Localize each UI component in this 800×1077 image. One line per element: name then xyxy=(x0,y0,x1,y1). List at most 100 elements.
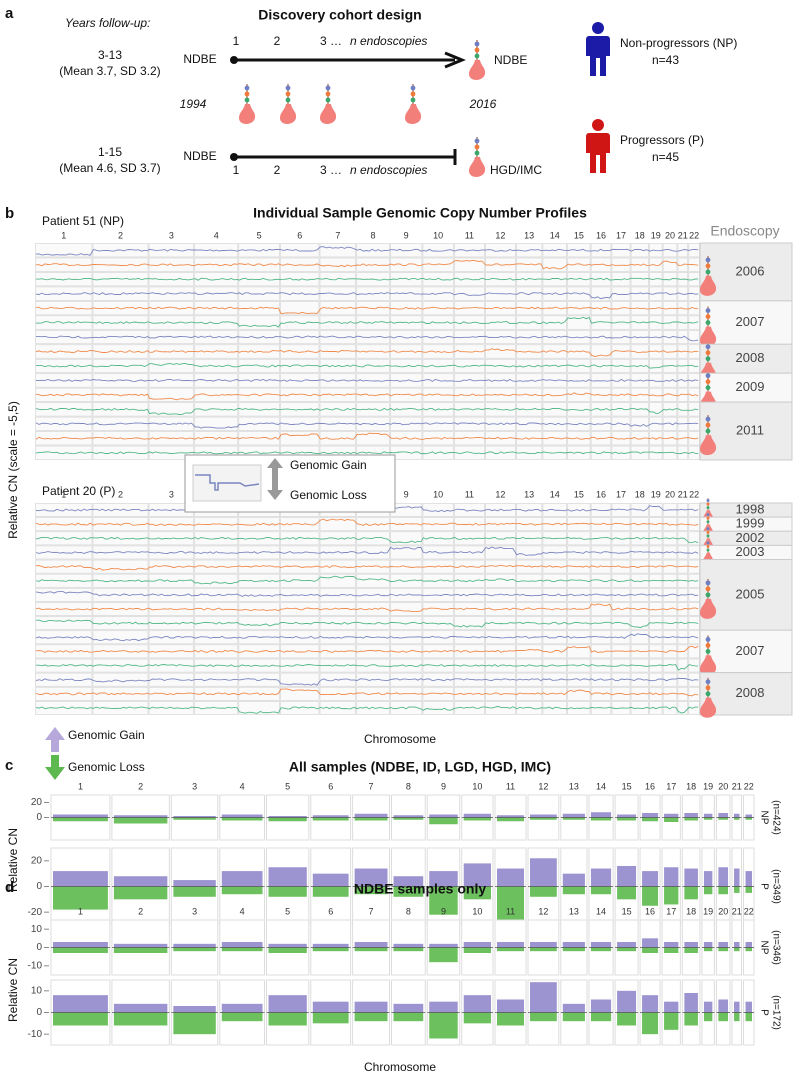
chromosome-cell xyxy=(590,402,612,417)
gain-bar xyxy=(590,868,612,887)
chromosome-cell xyxy=(35,243,93,258)
chromosome-label: 16 xyxy=(645,781,655,791)
gain-bar xyxy=(268,943,307,948)
loss-bar xyxy=(530,947,557,952)
step-label: 1 xyxy=(233,163,240,177)
gain-bar xyxy=(312,873,349,887)
gain-bar xyxy=(642,938,659,948)
chromosome-label: 11 xyxy=(465,489,474,499)
chromosome-cell xyxy=(485,358,516,374)
loss-bar xyxy=(53,1012,108,1026)
cn-trace xyxy=(35,392,699,401)
panel-label: a xyxy=(5,5,14,22)
loss-bar xyxy=(684,1012,698,1026)
y-tick-label: 0 xyxy=(36,812,42,823)
gain-bar xyxy=(53,814,108,818)
cn-trace xyxy=(35,422,699,429)
endoscopy-year: 2008 xyxy=(736,685,765,700)
chromosome-cell xyxy=(516,559,543,574)
chromosome-cell xyxy=(677,387,689,402)
loss-bar xyxy=(496,817,525,822)
chromosome-label: 22 xyxy=(744,906,754,916)
chromosome-cell xyxy=(238,701,280,715)
loss-bar xyxy=(113,886,168,900)
chromosome-cell xyxy=(649,402,663,417)
chromosome-cell xyxy=(516,644,543,659)
gain-bar xyxy=(463,995,491,1013)
loss-bar xyxy=(642,947,659,953)
stomach-icon xyxy=(468,39,487,81)
cn-trace xyxy=(35,603,699,613)
person-icon xyxy=(586,22,610,76)
cn-trace xyxy=(35,536,699,544)
loss-bar xyxy=(113,947,168,953)
step-label: 1 xyxy=(233,34,240,48)
chromosome-cell xyxy=(567,644,591,659)
chromosome-cell xyxy=(35,686,93,701)
chromosome-cell xyxy=(92,658,149,673)
chromosome-label: 15 xyxy=(622,906,632,916)
chromosome-cell xyxy=(567,686,591,701)
chromosome-label: 13 xyxy=(569,781,579,791)
endoscopy-year: 1998 xyxy=(736,502,765,517)
gain-bar xyxy=(734,868,740,887)
chromosome-cell xyxy=(485,445,516,460)
step-label-italic: n endoscopies xyxy=(350,34,427,48)
chromosome-cell xyxy=(35,373,93,388)
endoscopy-box xyxy=(699,343,793,374)
chromosome-cell xyxy=(390,416,423,431)
chromosome-label: 22 xyxy=(689,489,699,499)
gain-bar xyxy=(718,813,729,818)
endoscopy-year: 2003 xyxy=(736,544,765,559)
chromosome-label: 1 xyxy=(78,906,83,916)
chromosome-label: 10 xyxy=(433,230,443,240)
loss-bar xyxy=(429,886,458,915)
gain-bar xyxy=(429,943,458,948)
loss-bar xyxy=(221,947,263,952)
chromosome-cell xyxy=(611,503,631,517)
chromosome-label: 18 xyxy=(635,230,645,240)
chromosome-cell xyxy=(422,257,454,272)
cn-trace xyxy=(35,705,699,714)
loss-bar xyxy=(268,817,307,822)
loss-bar xyxy=(354,1012,388,1022)
gain-bar xyxy=(53,995,108,1013)
gain-bar xyxy=(642,871,659,887)
chromosome-cell xyxy=(611,373,631,388)
loss-bar xyxy=(354,817,388,821)
chromosome-cell xyxy=(567,402,591,417)
chromosome-label: 19 xyxy=(703,781,713,791)
chromosome-label: 21 xyxy=(678,489,688,499)
chromosome-cell xyxy=(649,315,663,330)
loss-bar xyxy=(642,886,659,906)
gain-bar xyxy=(113,1003,168,1013)
group-name: Progressors (P) xyxy=(620,133,704,147)
gain-bar xyxy=(530,858,557,887)
gain-bar xyxy=(393,876,424,887)
chromosome-cell xyxy=(92,517,149,532)
gain-bar xyxy=(221,814,263,818)
chromosome-cell xyxy=(319,587,357,602)
gain-bar xyxy=(718,942,729,948)
y-tick-label: -10 xyxy=(28,1029,43,1040)
y-tick-label: 10 xyxy=(31,985,43,996)
gain-bar xyxy=(562,873,585,887)
gain-bar xyxy=(642,813,659,818)
y-tick-label: 10 xyxy=(31,924,43,935)
loss-bar xyxy=(53,886,108,910)
row-size: (n=349) xyxy=(770,869,781,904)
gain-bar xyxy=(703,942,713,948)
chromosome-label: 5 xyxy=(285,781,290,791)
panel-label: b xyxy=(5,205,14,222)
gain-bar xyxy=(718,867,729,887)
gain-bar xyxy=(734,1001,740,1013)
chromosome-cell xyxy=(567,616,591,631)
chromosome-label: 19 xyxy=(651,489,661,499)
person-icon xyxy=(586,119,610,173)
gain-bar xyxy=(684,993,698,1013)
loss-bar xyxy=(354,886,388,895)
row-size: (n=424) xyxy=(770,800,781,835)
panel-label: c xyxy=(5,757,13,774)
loss-bar xyxy=(496,1012,525,1026)
loss-bar xyxy=(221,1012,263,1022)
